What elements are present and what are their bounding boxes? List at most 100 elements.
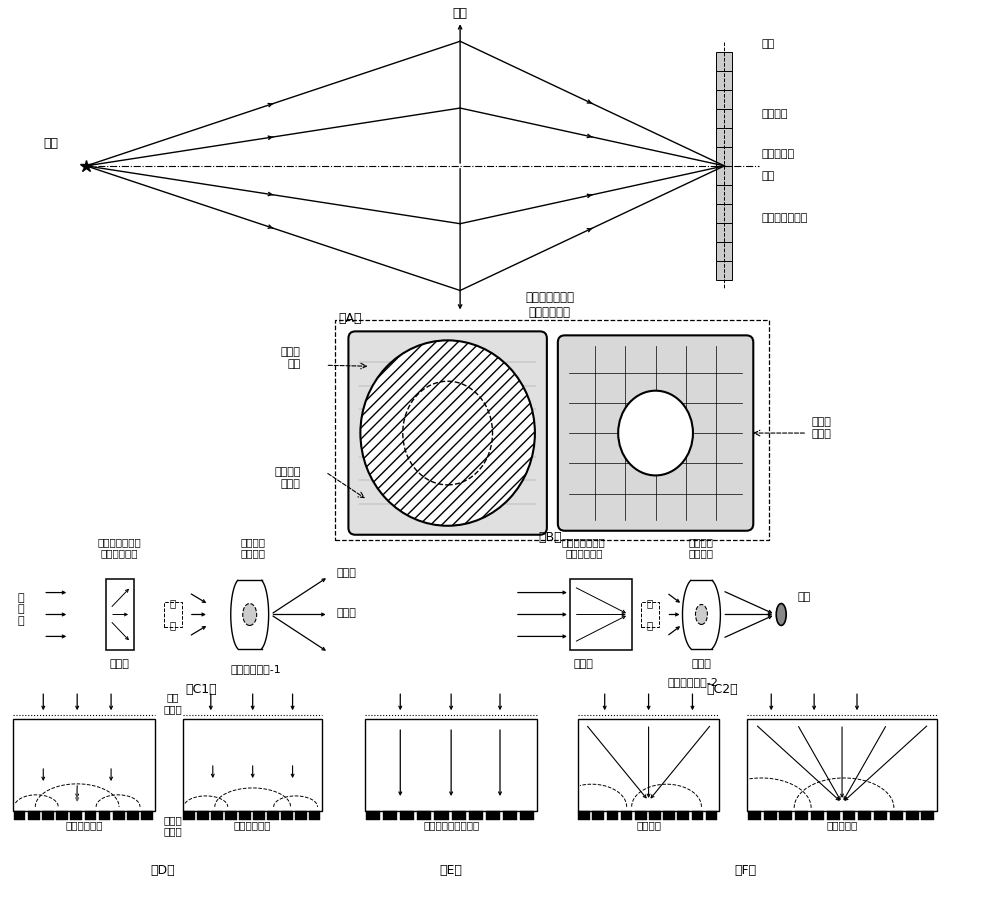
Bar [281, 811, 293, 820]
Bar [42, 811, 54, 820]
Bar [677, 811, 689, 820]
Text: 焦斑: 焦斑 [761, 171, 775, 181]
Bar [716, 52, 732, 71]
Text: 入
射
光: 入 射 光 [17, 592, 24, 626]
Ellipse shape [776, 604, 786, 626]
Text: 等效电控状态-2: 等效电控状态-2 [667, 678, 718, 688]
Text: 目标: 目标 [44, 138, 59, 150]
Text: 光汇聚: 光汇聚 [692, 660, 711, 670]
Text: 单元凹折
射微透镜: 单元凹折 射微透镜 [240, 537, 265, 559]
Bar [56, 811, 68, 820]
Text: 亮斑: 亮斑 [797, 591, 810, 601]
Bar [197, 811, 209, 820]
Bar [827, 811, 840, 820]
Bar [890, 811, 903, 820]
Text: 大尺寸漏光区: 大尺寸漏光区 [65, 820, 103, 830]
Text: 单元光敏元阵列: 单元光敏元阵列 [761, 212, 808, 222]
Text: 等: 等 [646, 598, 653, 608]
Text: （C1）: （C1） [185, 683, 217, 696]
Bar [141, 811, 153, 820]
Bar [225, 811, 237, 820]
Bar [649, 811, 661, 820]
Bar [85, 811, 96, 820]
Bar [13, 719, 155, 811]
Bar [417, 811, 431, 820]
Bar [578, 719, 719, 811]
Text: 单元凸折
射微透镜: 单元凸折 射微透镜 [689, 537, 714, 559]
Text: 小尺寸漏光区: 小尺寸漏光区 [234, 820, 271, 830]
Bar [635, 811, 647, 820]
Text: 弱光汇聚斑: 弱光汇聚斑 [761, 148, 794, 159]
Bar [607, 811, 618, 820]
Bar [211, 811, 223, 820]
Text: 光发散: 光发散 [336, 568, 356, 578]
Bar [716, 147, 732, 166]
Bar [716, 261, 732, 280]
Bar [921, 811, 934, 820]
Bar [28, 811, 40, 820]
Ellipse shape [618, 391, 693, 475]
Bar [663, 811, 675, 820]
Text: 典型漏
光区: 典型漏 光区 [281, 347, 301, 369]
Text: 焦面: 焦面 [761, 40, 775, 50]
FancyBboxPatch shape [558, 336, 753, 531]
Bar [253, 811, 265, 820]
Bar [183, 811, 195, 820]
Text: 效: 效 [170, 620, 176, 631]
Text: 等效电控状态-1: 等效电控状态-1 [230, 664, 281, 674]
Bar [578, 811, 590, 820]
Bar [365, 719, 537, 811]
Bar [239, 811, 251, 820]
Bar [592, 811, 604, 820]
FancyBboxPatch shape [348, 331, 547, 535]
Text: （E）: （E） [440, 864, 463, 878]
Bar [874, 811, 887, 820]
Bar [434, 811, 449, 820]
Text: 不需调变的常规状态: 不需调变的常规状态 [423, 820, 479, 830]
Bar [641, 601, 659, 627]
Bar [843, 811, 855, 820]
Bar [906, 811, 919, 820]
Bar [503, 811, 517, 820]
Bar [779, 811, 792, 820]
Bar [70, 811, 82, 820]
Ellipse shape [695, 605, 707, 625]
Text: （F）: （F） [734, 864, 756, 878]
Bar [106, 579, 134, 651]
Bar [366, 811, 380, 820]
Bar [858, 811, 871, 820]
Ellipse shape [360, 340, 535, 526]
Bar [716, 128, 732, 147]
Bar [164, 601, 182, 627]
Bar [99, 811, 110, 820]
Text: 弱光汇聚: 弱光汇聚 [636, 820, 661, 830]
Bar [706, 811, 717, 820]
Bar [795, 811, 808, 820]
Bar [14, 811, 25, 820]
Bar [295, 811, 307, 820]
Bar [383, 811, 397, 820]
Text: 光发散: 光发散 [109, 660, 129, 670]
Bar [570, 579, 632, 651]
Bar [469, 811, 483, 820]
Bar [764, 811, 777, 820]
Bar [335, 320, 769, 540]
Text: （D）: （D） [151, 864, 175, 878]
Bar [113, 811, 125, 820]
Bar [400, 811, 414, 820]
Bar [183, 719, 322, 811]
Bar [747, 719, 937, 811]
Bar [716, 184, 732, 203]
Text: 光汇聚: 光汇聚 [574, 660, 594, 670]
Text: 典型强光
发散区: 典型强光 发散区 [274, 467, 301, 489]
Text: 典型汇
聚光斑: 典型汇 聚光斑 [811, 418, 831, 439]
Bar [716, 90, 732, 109]
Bar [486, 811, 500, 820]
Text: 极弱光聚焦: 极弱光聚焦 [826, 820, 858, 830]
Bar [692, 811, 703, 820]
Text: 单元电控双模平
面液晶微透镜: 单元电控双模平 面液晶微透镜 [97, 537, 141, 559]
Bar [716, 166, 732, 184]
Text: （B）: （B） [538, 531, 562, 544]
Bar [716, 203, 732, 222]
Text: 单元电控双模平
面液晶微透镜: 单元电控双模平 面液晶微透镜 [562, 537, 606, 559]
